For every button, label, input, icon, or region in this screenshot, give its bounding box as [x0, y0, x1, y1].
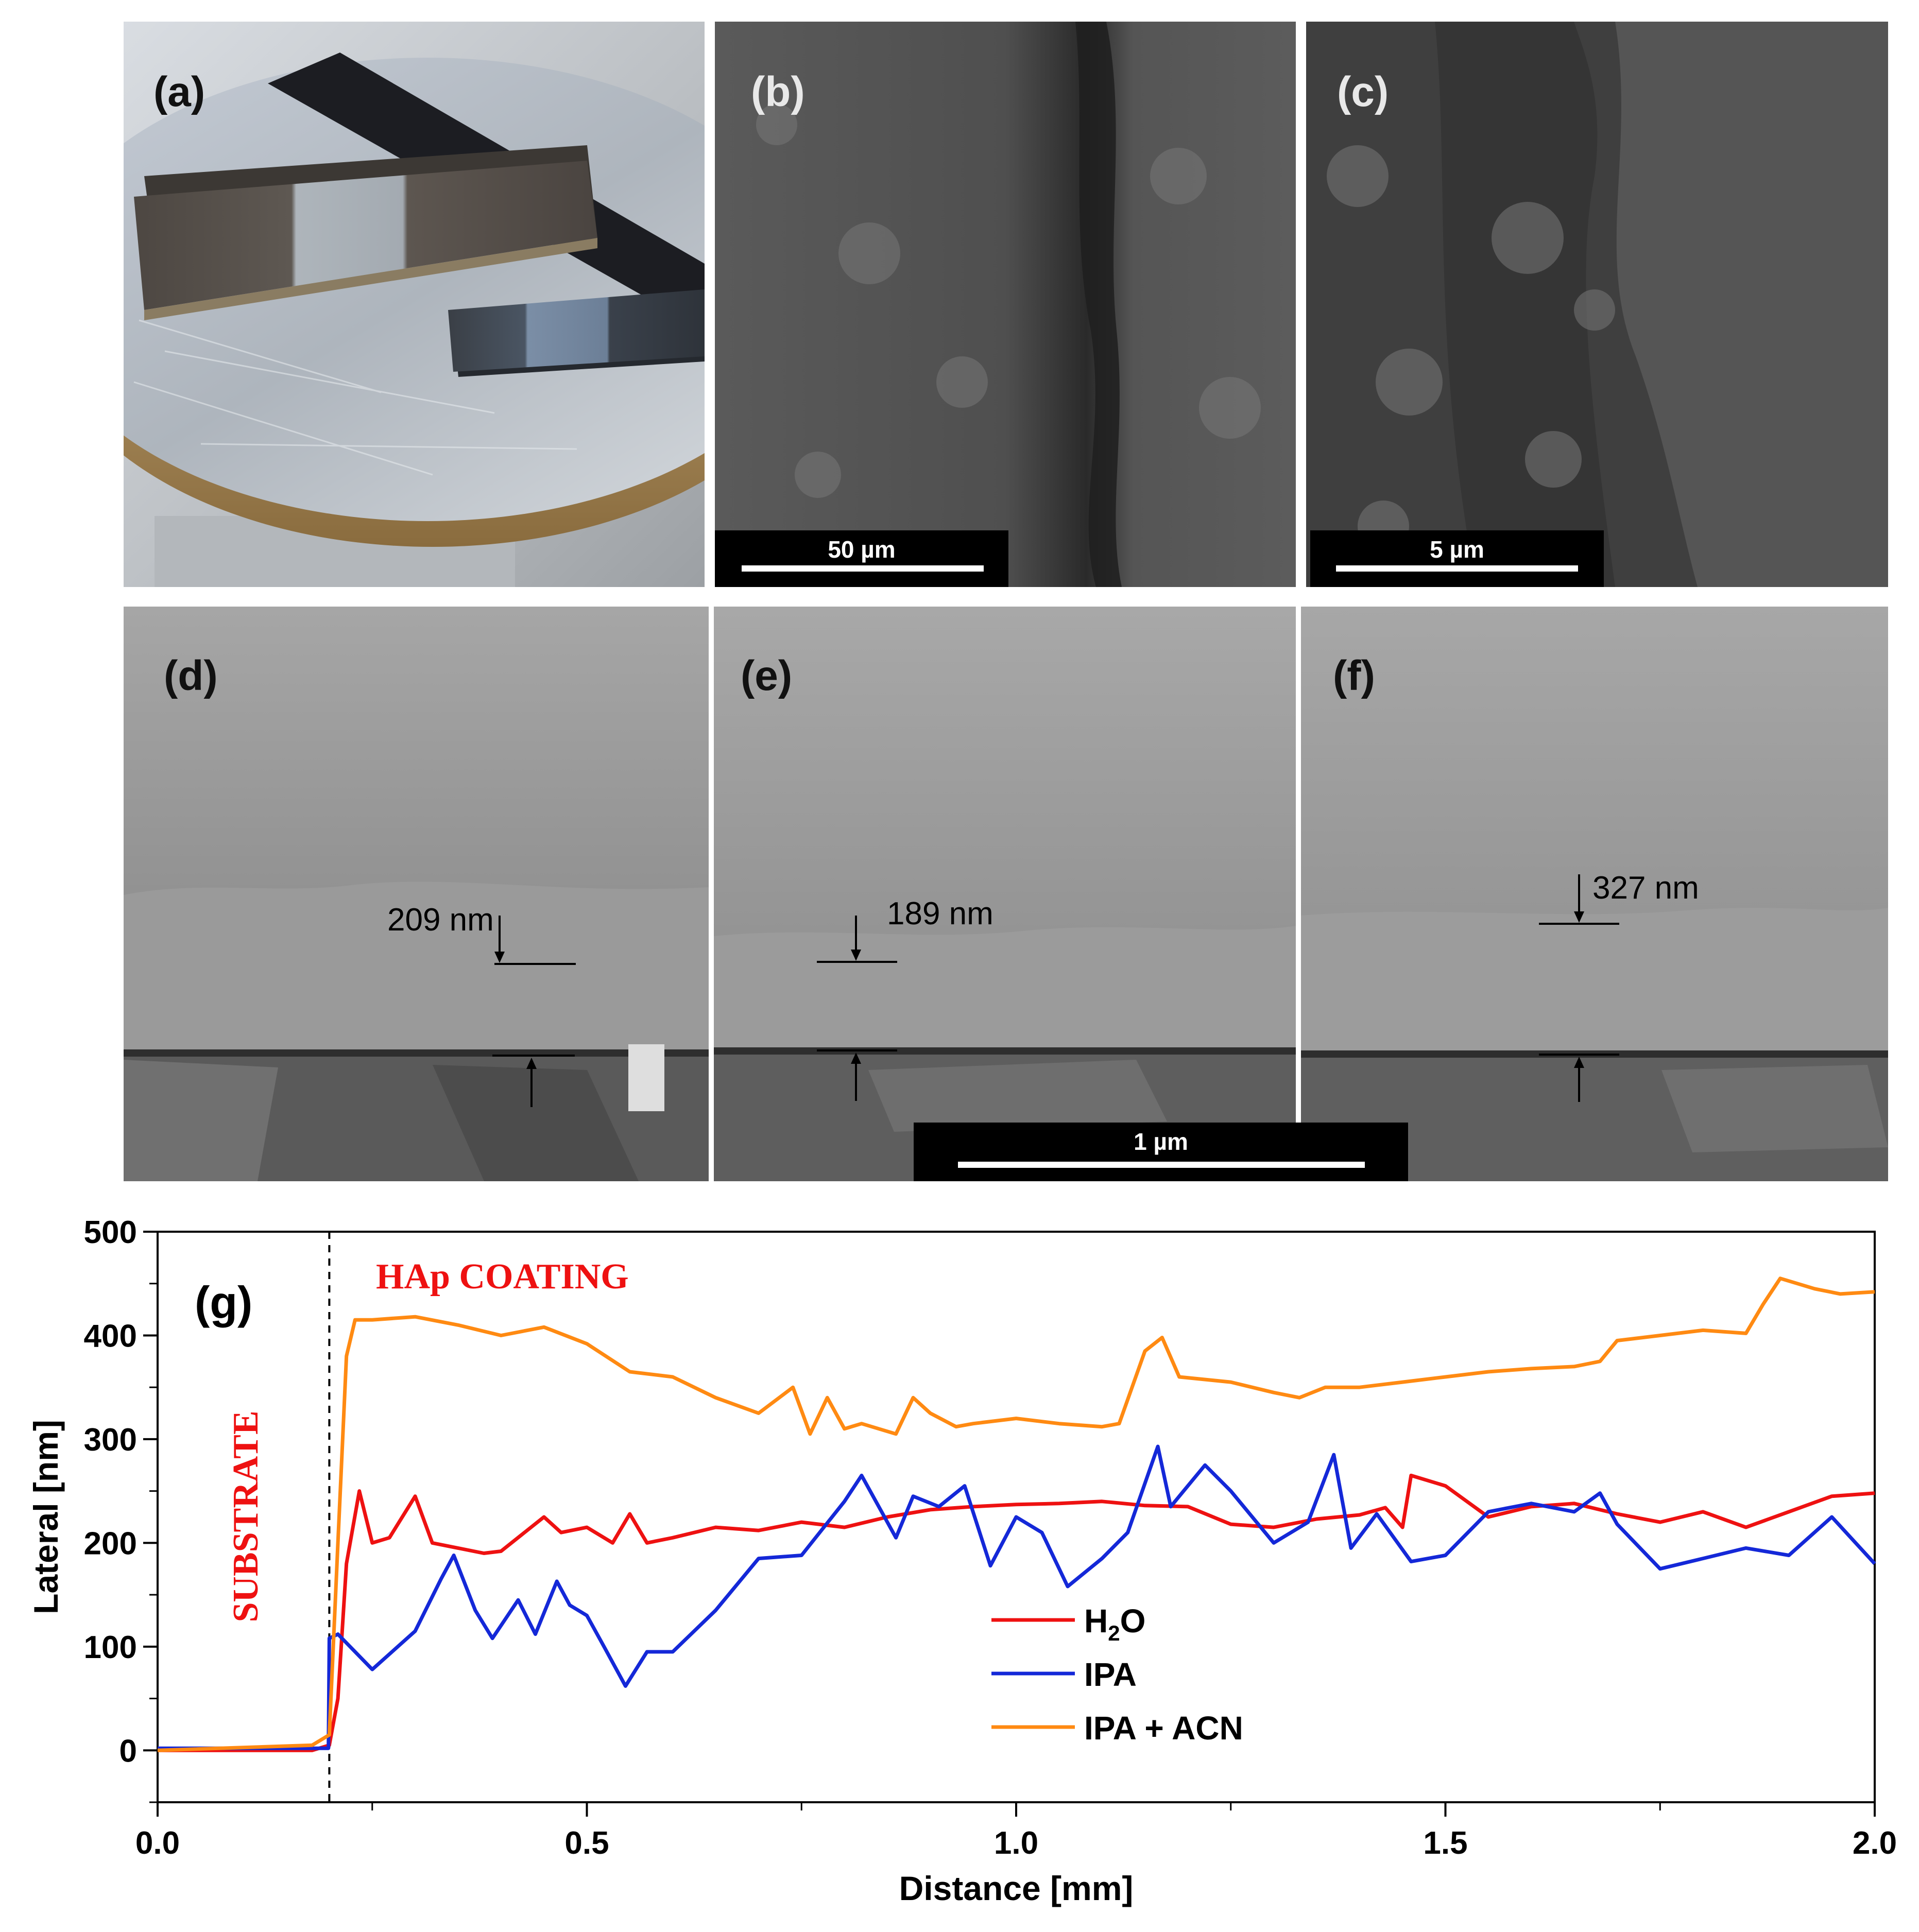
sample-photo	[124, 22, 705, 587]
thickness-label-d: 209 nm	[387, 902, 494, 938]
panel-label-f: (f)	[1333, 652, 1375, 699]
y-tick-label: 200	[84, 1526, 137, 1561]
thickness-label-e: 189 nm	[887, 896, 993, 932]
sem-image-c	[1306, 22, 1888, 587]
y-tick-label: 100	[84, 1630, 137, 1665]
thickness-marker-f	[1539, 874, 1619, 1102]
series-line-ipa	[158, 1444, 1876, 1750]
scale-bar-b-line	[742, 565, 984, 572]
scale-bar-def-label: 1 µm	[1134, 1128, 1188, 1155]
y-tick-label: 300	[84, 1422, 137, 1458]
panel-d-sem: (d) 209 nm	[124, 607, 709, 1181]
scale-bar-c-label: 5 µm	[1430, 536, 1484, 563]
panel-label-g: (g)	[195, 1277, 252, 1328]
series-line-h2o	[158, 1473, 1875, 1752]
y-axis-label: Lateral [nm]	[27, 1420, 65, 1614]
x-axis-label: Distance [mm]	[899, 1869, 1134, 1907]
profile-chart-g: 0 100 200 300 400 500 0.0 0.5 1.0 1.5 2.0 Distance …	[27, 1215, 1897, 1907]
panel-label-e: (e)	[741, 652, 793, 699]
x-tick-label: 0.5	[564, 1825, 609, 1861]
panel-a-photo: (a)	[124, 22, 705, 587]
panel-label-c: (c)	[1337, 68, 1389, 115]
panel-e-sem: (e) 189 nm	[714, 607, 1296, 1181]
legend-label: IPA + ACN	[1084, 1710, 1243, 1747]
sem-image-b	[715, 22, 1296, 587]
series-line-ipa-acn	[157, 1276, 1875, 1752]
coating-annotation: HAp COATING	[376, 1257, 629, 1297]
x-tick-label: 2.0	[1853, 1825, 1897, 1861]
sem-image-d	[124, 607, 709, 1181]
x-tick-label: 1.5	[1423, 1825, 1467, 1861]
scale-bar-c: 5 µm	[1310, 530, 1604, 587]
scale-bar-def-line	[958, 1162, 1365, 1168]
thickness-marker-d	[492, 916, 576, 1107]
panel-label-b: (b)	[751, 68, 805, 115]
panel-label-a: (a)	[153, 68, 205, 115]
sem-image-f	[1301, 607, 1888, 1181]
panel-c-sem: (c) 5 µm	[1306, 22, 1888, 587]
panel-label-d: (d)	[164, 652, 218, 699]
scale-bar-b-label: 50 µm	[828, 536, 896, 563]
scale-bar-c-line	[1336, 565, 1578, 572]
scale-bar-b: 50 µm	[715, 530, 1008, 587]
thickness-marker-e	[817, 916, 897, 1101]
substrate-annotation: SUBSTRATE	[226, 1410, 266, 1622]
y-tick-label: 500	[84, 1215, 137, 1250]
legend-label: IPA	[1084, 1656, 1137, 1693]
y-tick-label: 0	[119, 1733, 137, 1769]
x-tick-label: 1.0	[994, 1825, 1038, 1861]
panel-f-sem: (f) 327 nm	[1301, 607, 1888, 1181]
x-tick-label: 0.0	[135, 1825, 180, 1861]
scale-bar-def: 1 µm	[914, 1123, 1408, 1181]
legend-label: H2O	[1084, 1602, 1145, 1645]
y-tick-label: 400	[84, 1318, 137, 1354]
panel-b-sem: (b) 50 µm	[715, 22, 1296, 587]
thickness-label-f: 327 nm	[1592, 870, 1699, 906]
